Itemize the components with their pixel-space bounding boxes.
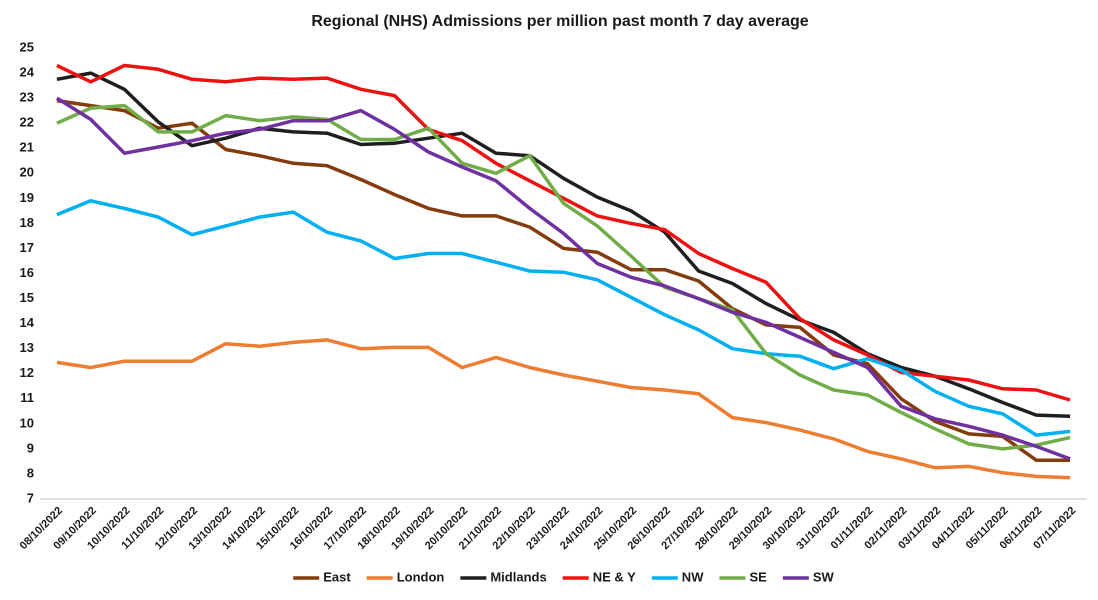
legend-label: Midlands	[490, 569, 546, 584]
y-tick-label: 8	[27, 465, 34, 480]
legend-label: SW	[813, 569, 835, 584]
series-line	[56, 338, 1071, 480]
y-tick-label: 17	[20, 240, 34, 255]
series-line	[55, 96, 1071, 461]
legend: East London Midlands NE & Y NW SE SW	[293, 569, 834, 584]
legend-label: East	[323, 569, 351, 584]
y-tick-label: 20	[20, 165, 34, 180]
y-tick-label: 24	[20, 64, 35, 79]
legend-label: NE & Y	[593, 569, 636, 584]
y-tick-label: 25	[20, 39, 34, 54]
legend-label: London	[397, 569, 445, 584]
y-tick-label: 13	[20, 340, 34, 355]
y-tick-label: 19	[20, 190, 34, 205]
legend-label: SE	[749, 569, 767, 584]
y-tick-label: 11	[20, 390, 34, 405]
y-tick-label: 23	[20, 90, 34, 105]
y-tick-label: 7	[27, 490, 34, 505]
y-tick-label: 9	[27, 440, 34, 455]
y-tick-label: 18	[20, 215, 34, 230]
chart-title: Regional (NHS) Admissions per million pa…	[311, 13, 808, 30]
legend-label: NW	[682, 569, 704, 584]
series-line	[56, 199, 1071, 437]
series-line	[56, 63, 1071, 402]
y-tick-label: 15	[20, 290, 34, 305]
series-line	[56, 103, 1071, 451]
y-tick-label: 16	[20, 265, 34, 280]
series-line	[56, 71, 1071, 419]
y-tick-label: 21	[20, 140, 34, 155]
y-tick-label: 14	[20, 315, 35, 330]
y-tick-label: 12	[20, 365, 34, 380]
series-line	[56, 98, 1071, 462]
y-tick-label: 22	[20, 115, 34, 130]
y-tick-label: 10	[20, 415, 34, 430]
